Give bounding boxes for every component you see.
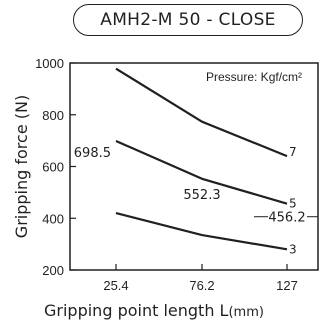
- series-label-5: 5: [289, 197, 297, 211]
- series-line-5: [115, 139, 288, 205]
- data-label: 456.2: [268, 211, 305, 226]
- y-tick-label: 1000: [35, 56, 64, 71]
- data-label: 552.3: [183, 188, 220, 203]
- x-axis-title-text: Gripping point length L: [44, 301, 229, 320]
- x-tick-label: 127: [276, 278, 298, 293]
- x-axis-unit: (mm): [228, 305, 263, 320]
- y-tick-label: 400: [42, 211, 64, 226]
- chart-title: AMH2-M 50 - CLOSE: [73, 4, 303, 36]
- series-line-7: [115, 67, 288, 158]
- axes: 200 400 600 800 1000 25.4 76.2 127 Gripping forc…: [12, 56, 319, 320]
- pressure-annotation: Pressure: Kgf/cm²: [206, 70, 302, 84]
- series-label-7: 7: [289, 145, 297, 159]
- x-tick-label: 76.2: [189, 278, 214, 293]
- data-label: 698.5: [74, 146, 111, 161]
- series-lines: [115, 67, 288, 251]
- y-tick-label: 800: [42, 108, 64, 123]
- y-tick-label: 600: [42, 160, 64, 175]
- chart-labels: Pressure: Kgf/cm² 7 5 3 698.5 552.3 456.2: [74, 70, 318, 256]
- series-line-3: [115, 212, 288, 251]
- x-tick-label: 25.4: [103, 278, 128, 293]
- plot-frame: [69, 62, 319, 271]
- y-tick-label: 200: [42, 263, 64, 278]
- y-axis-title: Gripping force (N): [12, 95, 31, 238]
- series-label-3: 3: [289, 242, 297, 256]
- x-axis-title: Gripping point length L(mm): [44, 301, 264, 320]
- data-label-bg: [268, 207, 307, 225]
